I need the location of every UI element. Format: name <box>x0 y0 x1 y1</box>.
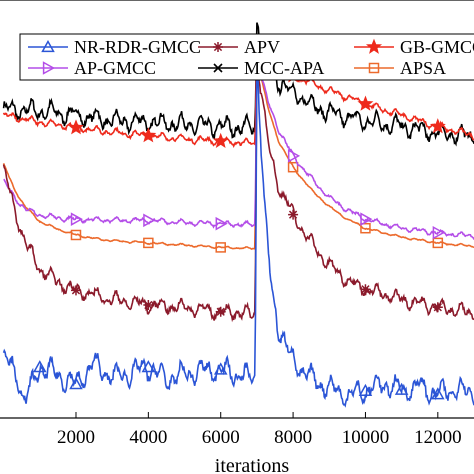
data-marker <box>215 216 228 231</box>
data-marker <box>141 360 156 373</box>
x-axis: 2000 4000 6000 8000 10000 12000 <box>57 412 462 448</box>
legend-entry: GB-GMCC <box>354 37 474 57</box>
data-marker <box>213 362 228 375</box>
x-tick-label: 10000 <box>342 427 390 448</box>
x-tick-label: 8000 <box>274 427 312 448</box>
legend-box <box>19 33 474 81</box>
legend: NR-RDR-GMCC APV GB-GMCC AP-GMCC MCC-APA APSA <box>19 33 474 81</box>
data-marker <box>358 383 373 397</box>
series-line <box>2 39 474 148</box>
data-marker <box>33 360 47 373</box>
data-marker <box>432 225 445 240</box>
series-line <box>2 56 474 323</box>
legend-entry: APV <box>198 37 280 57</box>
legend-label: APSA <box>400 58 446 78</box>
legend-entry: APSA <box>354 58 446 78</box>
series-ap-gmcc <box>3 56 474 240</box>
data-marker <box>288 209 299 220</box>
data-marker <box>431 387 445 400</box>
legend-marker <box>41 39 55 53</box>
data-marker <box>287 149 301 163</box>
legend-label: MCC-APA <box>244 58 324 78</box>
data-marker <box>360 212 373 226</box>
data-marker <box>357 95 374 111</box>
legend-marker <box>368 62 380 74</box>
series-nr-rdr-gmcc <box>2 56 474 408</box>
legend-marker <box>42 61 56 75</box>
data-marker <box>394 382 409 395</box>
legend-label: AP-GMCC <box>74 58 156 78</box>
data-marker <box>143 300 154 311</box>
series-line <box>2 22 474 147</box>
data-marker <box>69 377 83 390</box>
legend-entry: NR-RDR-GMCC <box>28 37 201 57</box>
legend-entry: AP-GMCC <box>28 58 156 78</box>
legend-entry: MCC-APA <box>198 58 324 78</box>
series-apv <box>2 56 474 323</box>
series-line <box>2 56 474 251</box>
data-marker <box>432 302 443 313</box>
data-marker <box>360 284 371 295</box>
data-marker <box>215 242 226 253</box>
data-marker <box>215 306 226 317</box>
data-marker <box>67 119 84 135</box>
data-marker <box>140 127 157 143</box>
legend-marker <box>213 42 223 52</box>
data-marker <box>70 229 82 241</box>
legend-marker <box>213 63 223 73</box>
x-tick-label: 4000 <box>129 427 167 448</box>
x-tick-label: 2000 <box>57 427 95 448</box>
data-marker <box>360 222 371 234</box>
legend-marker <box>365 38 383 54</box>
plot-frame <box>0 0 474 419</box>
data-marker <box>432 237 444 249</box>
data-marker <box>70 212 84 226</box>
data-marker <box>70 285 81 296</box>
legend-label: GB-GMCC <box>400 37 474 57</box>
data-marker <box>143 213 156 228</box>
data-marker <box>287 161 299 173</box>
data-marker <box>143 237 154 249</box>
x-axis-label: iterations <box>215 455 290 474</box>
legend-label: NR-RDR-GMCC <box>74 37 201 57</box>
series-mcc-apa <box>2 22 474 147</box>
series-apsa <box>2 56 474 253</box>
legend-label: APV <box>244 37 280 57</box>
x-tick-label: 12000 <box>414 427 462 448</box>
series-line <box>2 56 474 408</box>
plot-lines <box>2 22 474 408</box>
data-marker <box>429 118 446 134</box>
x-tick-label: 6000 <box>202 427 240 448</box>
series-line <box>3 56 474 240</box>
data-marker <box>212 132 229 149</box>
